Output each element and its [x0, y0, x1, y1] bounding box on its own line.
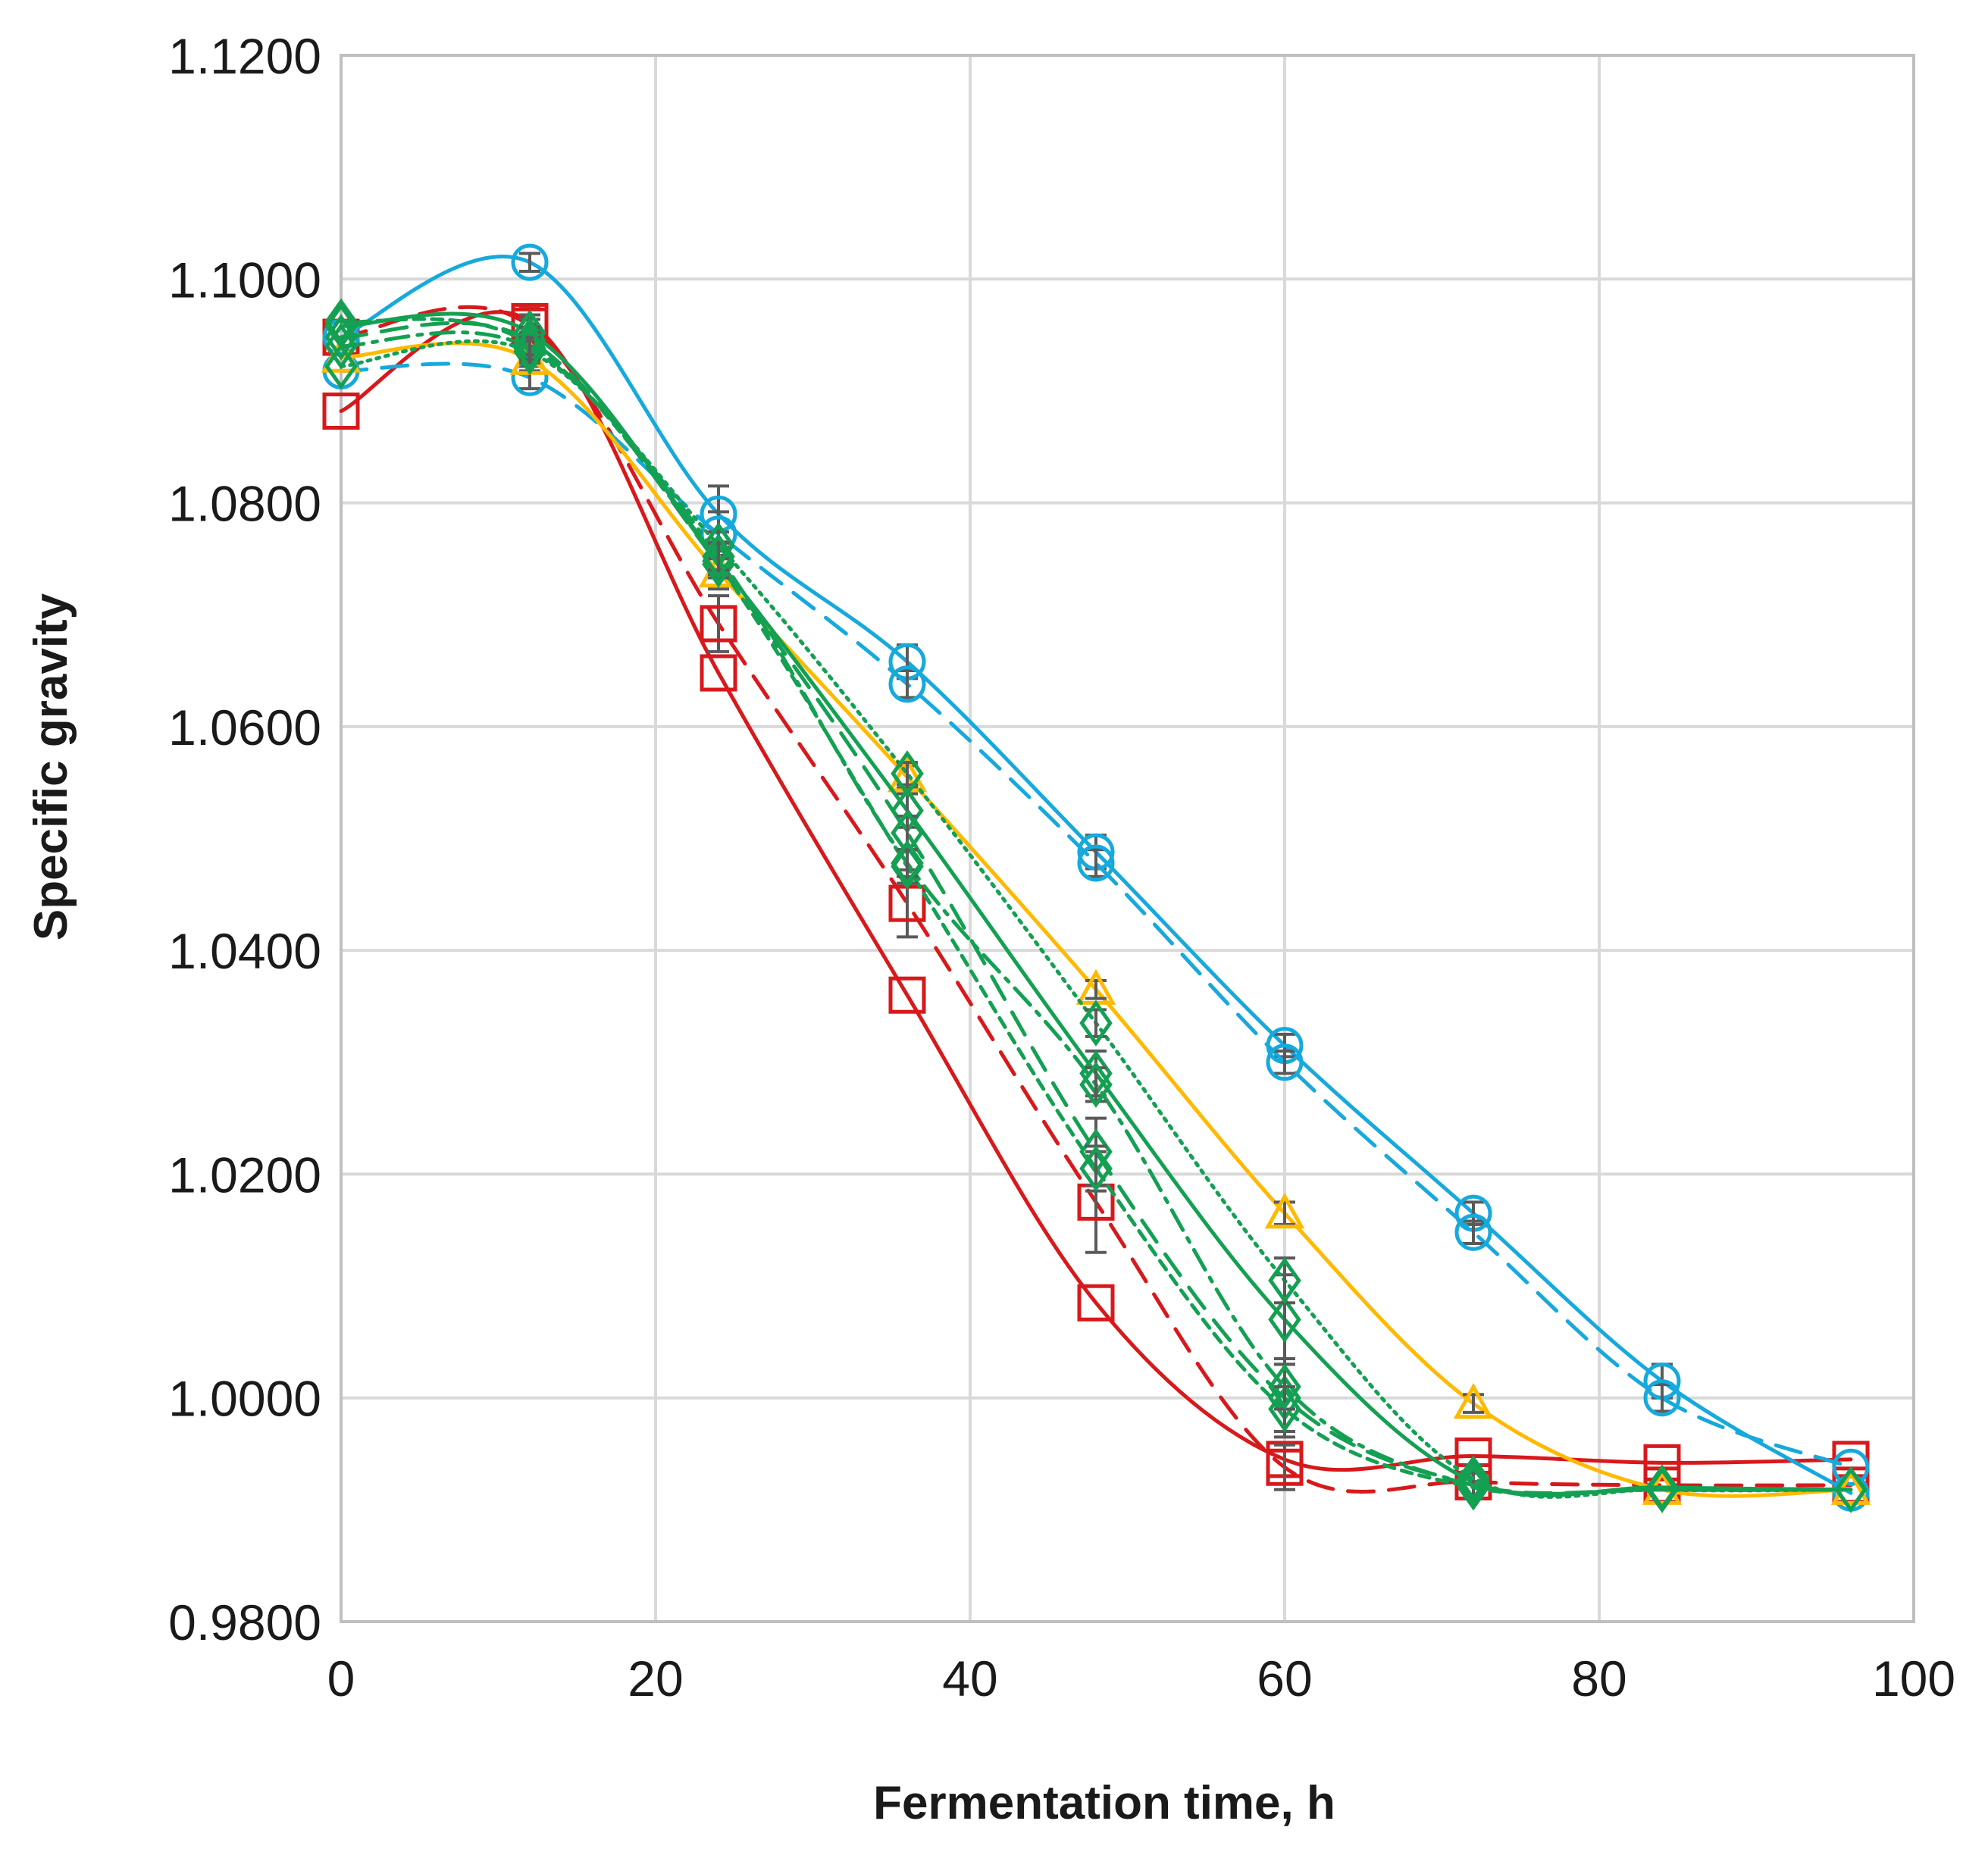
data-point-diamond	[1268, 1256, 1301, 1304]
series-layer	[321, 243, 1871, 1513]
data-point-circle	[511, 243, 549, 281]
data-point-square	[1643, 1444, 1681, 1481]
data-point-triangle	[1453, 1382, 1494, 1419]
series-red-solid	[322, 302, 1870, 1481]
x-tick-label: 80	[1571, 1650, 1626, 1707]
series-green-dotted	[324, 328, 1867, 1513]
x-tick-label: 100	[1872, 1650, 1955, 1707]
y-tick-label: 1.1200	[168, 28, 321, 84]
data-point-diamond	[324, 323, 358, 370]
data-point-diamond	[702, 533, 735, 580]
y-tick-label: 0.9800	[168, 1594, 321, 1650]
series-line	[339, 330, 1853, 1496]
x-tick-label: 60	[1257, 1650, 1312, 1707]
data-point-diamond	[1268, 1296, 1301, 1344]
data-point-circle	[888, 665, 926, 703]
axes	[340, 54, 1915, 1623]
x-tick-label: 0	[327, 1650, 355, 1707]
tick-labels: 0.9800 1.0000 1.0200 1.0400 1.0600 1.0800 1.10…	[168, 28, 1955, 1707]
data-point-diamond	[1079, 1061, 1113, 1109]
data-point-diamond	[1457, 1455, 1490, 1502]
data-point-diamond	[324, 298, 358, 346]
data-point-circle	[1643, 1379, 1681, 1417]
data-point-square	[1266, 1448, 1304, 1486]
x-tick-label: 20	[628, 1650, 683, 1707]
data-point-diamond	[1645, 1466, 1679, 1513]
data-point-square	[322, 393, 360, 430]
series-green-dash-dot	[324, 323, 1867, 1513]
data-point-square	[888, 976, 926, 1014]
data-point-diamond	[1457, 1458, 1490, 1506]
series-green-short-dashed	[324, 298, 1867, 1513]
data-point-diamond	[891, 843, 924, 890]
data-point-circle	[1266, 1043, 1304, 1081]
data-point-triangle	[1264, 1192, 1305, 1229]
data-point-diamond	[891, 750, 924, 797]
series-line	[339, 310, 1853, 1472]
y-tick-label: 1.0600	[168, 699, 321, 756]
series-yellow-solid	[321, 336, 1871, 1505]
data-point-diamond	[891, 840, 924, 887]
data-point-diamond	[1268, 1363, 1301, 1410]
y-tick-label: 1.0200	[168, 1147, 321, 1203]
series-line	[339, 341, 1853, 1498]
y-tick-label: 1.0400	[168, 923, 321, 979]
x-tick-label: 40	[942, 1650, 997, 1707]
plot-frame	[340, 54, 1915, 1623]
series-green-solid	[324, 302, 1867, 1513]
data-point-diamond	[1834, 1466, 1867, 1513]
data-point-circle	[1077, 844, 1115, 882]
data-point-diamond	[1079, 1000, 1113, 1047]
data-point-diamond	[513, 325, 546, 372]
data-point-square	[700, 654, 737, 692]
y-tick-label: 1.1000	[168, 252, 321, 308]
data-point-diamond	[1079, 1145, 1113, 1192]
series-blue-dashed	[322, 352, 1870, 1486]
y-axis-title: Specific gravity	[25, 593, 77, 940]
series-line	[339, 339, 1853, 1499]
y-tick-label: 1.0800	[168, 476, 321, 532]
series-red-dashed	[322, 305, 1870, 1504]
y-tick-label: 1.0000	[168, 1371, 321, 1427]
series-green-dashed	[324, 314, 1867, 1513]
series-line	[339, 305, 1853, 1494]
data-point-square	[700, 605, 737, 643]
data-point-circle	[1832, 1448, 1870, 1486]
x-axis-title: Fermentation time, h	[873, 1777, 1335, 1829]
data-point-square	[1077, 1284, 1115, 1322]
data-point-diamond	[1268, 1385, 1301, 1433]
data-point-diamond	[1457, 1462, 1490, 1509]
data-point-diamond	[324, 343, 358, 390]
data-point-circle	[1454, 1213, 1492, 1251]
